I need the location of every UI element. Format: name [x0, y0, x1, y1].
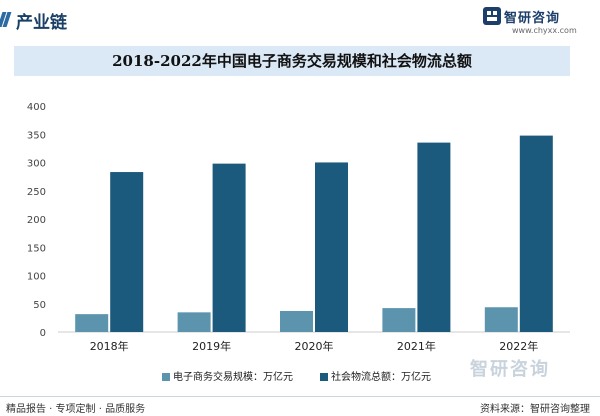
x-tick-label: 2020年 [295, 339, 334, 353]
legend-item-series2: 社会物流总额：万亿元 [320, 368, 431, 383]
y-tick-label: 400 [27, 102, 46, 113]
legend-swatch-series2 [320, 373, 328, 381]
chart-title-bar: 2018-2022年中国电子商务交易规模和社会物流总额 [14, 46, 570, 76]
legend-item-series1: 电子商务交易规模：万亿元 [162, 368, 293, 383]
page-header: 产业链 智研咨询 www.chyxx.com [0, 0, 600, 40]
x-tick-label: 2021年 [397, 339, 436, 353]
y-tick-label: 50 [33, 300, 46, 311]
bar-series2-4 [417, 142, 451, 332]
section-title: 产业链 [16, 13, 67, 33]
bar-series2-5 [519, 135, 553, 332]
x-tick-label: 2019年 [192, 339, 231, 353]
brand-logo-icon [483, 7, 501, 25]
watermark: 智研咨询 [470, 359, 550, 380]
section-marker-icon [0, 12, 12, 27]
y-tick-label: 100 [27, 272, 46, 283]
bar-series2-3 [315, 162, 348, 332]
bar-series2-1 [110, 172, 144, 332]
y-tick-label: 150 [27, 243, 46, 254]
bar-chart: 0 50 100 150 200 250 300 350 400 2018年 2019年 2020年… [27, 102, 570, 353]
x-tick-label: 2022年 [499, 339, 538, 353]
brand-url: www.chyxx.com [512, 26, 577, 35]
x-tick-label: 2018年 [90, 339, 129, 353]
brand-name: 智研咨询 [504, 11, 561, 26]
chart-title: 2018-2022年中国电子商务交易规模和社会物流总额 [112, 52, 472, 70]
y-tick-label: 200 [27, 215, 46, 226]
footer-divider [0, 396, 600, 397]
y-tick-label: 0 [40, 328, 46, 339]
legend-label-series2: 社会物流总额：万亿元 [331, 372, 431, 383]
bar-series1-5 [484, 307, 518, 332]
bar-series2-2 [212, 163, 246, 332]
footer-tagline: 精品报告 · 专项定制 · 品质服务 [6, 404, 146, 415]
y-tick-label: 300 [27, 159, 46, 170]
legend-label-series1: 电子商务交易规模：万亿元 [173, 372, 293, 383]
bar-series1-4 [382, 308, 416, 332]
y-tick-label: 250 [27, 187, 46, 198]
y-tick-label: 350 [27, 130, 46, 141]
bar-series1-3 [280, 310, 313, 332]
bar-series1-2 [177, 312, 211, 332]
brand: 智研咨询 www.chyxx.com [482, 4, 582, 40]
bar-series1-1 [75, 314, 109, 332]
footer-source: 资料来源：智研咨询整理 [480, 404, 590, 415]
page-footer: 精品报告 · 专项定制 · 品质服务 资料来源：智研咨询整理 [0, 386, 600, 416]
legend-swatch-series1 [162, 373, 170, 381]
